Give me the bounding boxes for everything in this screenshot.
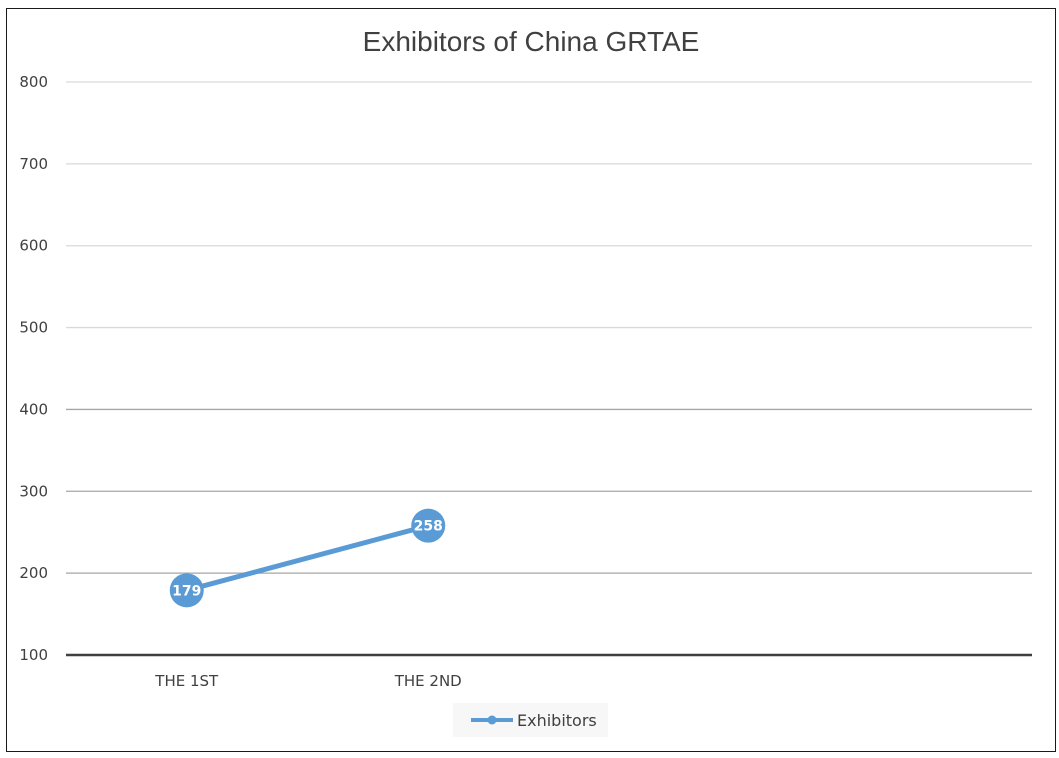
y-tick-label: 300 bbox=[19, 482, 48, 500]
legend: Exhibitors bbox=[453, 703, 608, 737]
gridlines bbox=[66, 81, 1032, 657]
y-axis-ticks: 100 200 300 400 500 600 700 800 bbox=[19, 73, 48, 664]
series-line bbox=[186, 523, 429, 593]
y-tick-label: 100 bbox=[19, 646, 48, 664]
legend-marker bbox=[487, 715, 497, 725]
y-tick-label: 400 bbox=[19, 400, 48, 418]
y-tick-label: 700 bbox=[19, 155, 48, 173]
y-tick-label: 800 bbox=[19, 73, 48, 91]
y-tick-label: 200 bbox=[19, 564, 48, 582]
chart-title: Exhibitors of China GRTAE bbox=[363, 26, 700, 57]
data-label: 258 bbox=[414, 519, 443, 535]
y-tick-label: 500 bbox=[19, 319, 48, 337]
x-axis-ticks: THE 1ST THE 2ND bbox=[154, 672, 461, 690]
data-label: 179 bbox=[172, 583, 201, 599]
y-tick-label: 600 bbox=[19, 237, 48, 255]
x-tick-label: THE 1ST bbox=[154, 672, 219, 690]
legend-label: Exhibitors bbox=[517, 711, 597, 730]
data-point bbox=[169, 573, 204, 608]
series-layer: 179 258 bbox=[169, 508, 446, 608]
x-tick-label: THE 2ND bbox=[394, 672, 462, 690]
chart-frame bbox=[6, 8, 1056, 752]
data-point bbox=[411, 508, 446, 543]
